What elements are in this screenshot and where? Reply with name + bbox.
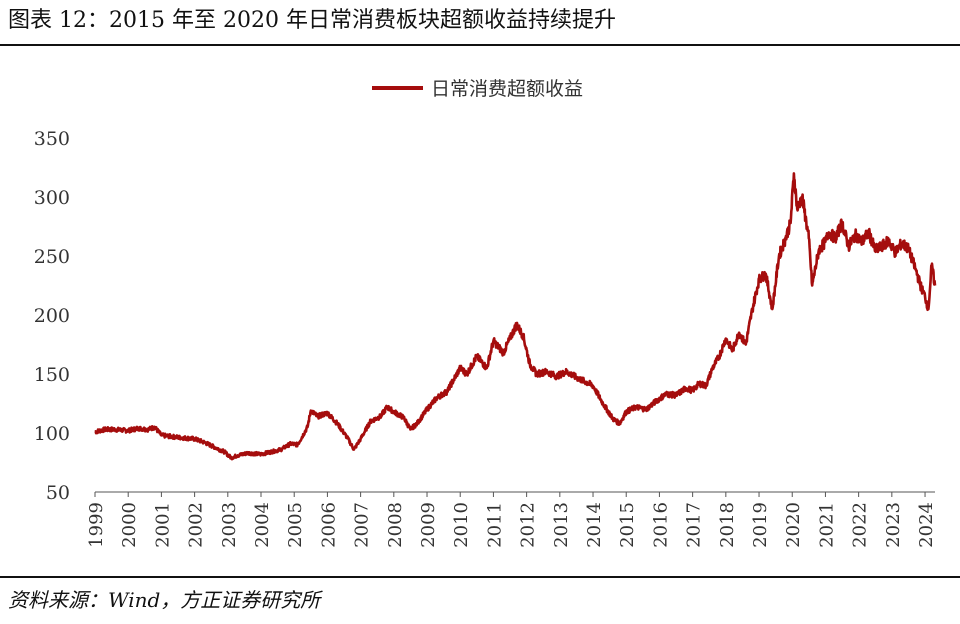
x-tick-label: 2003 (219, 502, 240, 548)
x-tick-label: 2014 (584, 502, 605, 548)
source-note: 资料来源：Wind，方正证券研究所 (8, 588, 321, 612)
legend-label: 日常消费超额收益 (431, 78, 583, 100)
y-tick-label: 50 (46, 482, 70, 504)
y-tick-label: 350 (34, 128, 70, 150)
x-tick-label: 2005 (285, 502, 306, 548)
x-tick-label: 2010 (451, 502, 472, 548)
x-tick-label: 2009 (418, 502, 439, 548)
x-tick-label: 2022 (850, 502, 871, 548)
x-tick-label: 1999 (86, 502, 107, 548)
x-tick-label: 2016 (650, 502, 671, 548)
x-tick-label: 2001 (152, 502, 173, 548)
y-tick-label: 300 (34, 187, 70, 209)
x-tick-label: 2024 (916, 502, 937, 548)
x-tick-label: 2012 (518, 502, 539, 548)
series-layer (94, 172, 937, 461)
x-tick-label: 2023 (883, 502, 904, 548)
y-axis: 50 100 150 200 250 300 350 (34, 128, 70, 504)
series-line (94, 172, 937, 461)
bottom-rule (0, 576, 960, 578)
x-tick-label: 2020 (783, 502, 804, 548)
x-tick-label: 2004 (252, 502, 273, 548)
x-tick-label: 2006 (318, 502, 339, 548)
x-tick-label: 2008 (385, 502, 406, 548)
x-tick-label: 2000 (119, 502, 140, 548)
y-tick-label: 150 (34, 364, 70, 386)
x-tick-label: 2002 (186, 502, 207, 548)
x-tick-label: 2011 (484, 502, 505, 548)
x-axis: 1999 2000 2001 2002 2003 2004 2005 2006 2007 2008… (86, 491, 937, 548)
line-chart: 日常消费超额收益 50 100 150 200 250 300 350 1999 2000 20… (34, 78, 937, 548)
top-rule (0, 44, 960, 46)
x-tick-label: 2007 (352, 502, 373, 548)
figure-title: 图表 12：2015 年至 2020 年日常消费板块超额收益持续提升 (8, 8, 616, 33)
x-tick-label: 2015 (617, 502, 638, 548)
x-tick-label: 2021 (816, 502, 837, 548)
x-tick-label: 2018 (717, 502, 738, 548)
x-tick-label: 2017 (684, 502, 705, 548)
y-tick-label: 200 (34, 305, 70, 327)
legend: 日常消费超额收益 (372, 78, 583, 100)
x-tick-label: 2019 (750, 502, 771, 548)
y-tick-label: 100 (34, 423, 70, 445)
y-tick-label: 250 (34, 246, 70, 268)
x-tick-label: 2013 (551, 502, 572, 548)
